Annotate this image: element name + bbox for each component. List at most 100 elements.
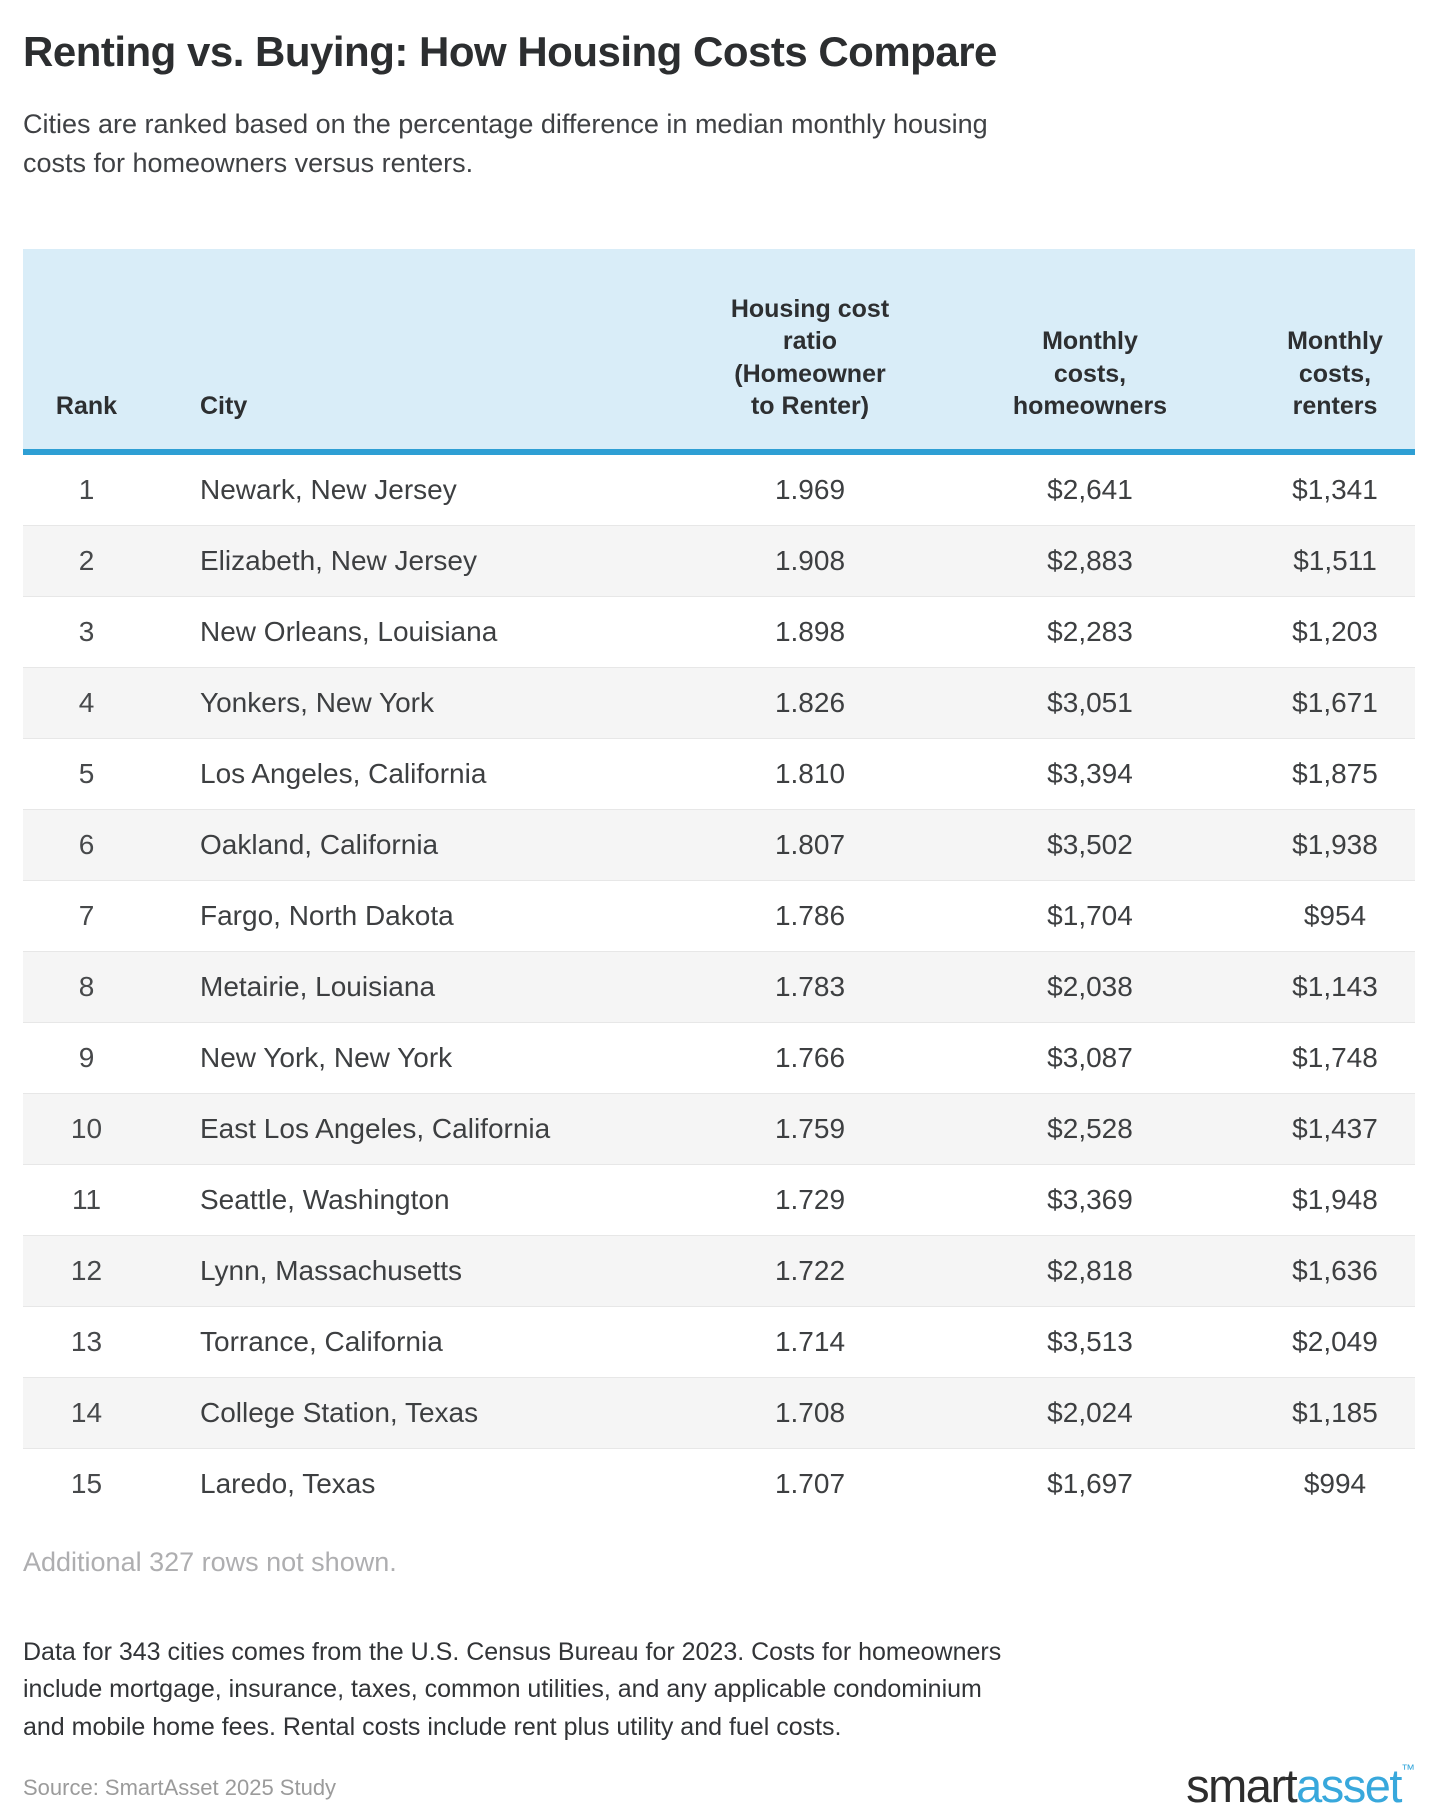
city-cell: Elizabeth, New Jersey xyxy=(200,544,478,576)
table-row: 13 Torrance, California 1.714 $3,513 $2,… xyxy=(23,1306,1415,1377)
page-title: Renting vs. Buying: How Housing Costs Co… xyxy=(23,28,997,75)
ratio-cell: 1.826 xyxy=(774,686,846,718)
rank-cell: 9 xyxy=(78,1041,95,1073)
rank-cell: 13 xyxy=(70,1325,103,1357)
ratio-cell: 1.969 xyxy=(774,473,846,505)
rank-cell: 6 xyxy=(78,828,95,860)
table-row: 9 New York, New York 1.766 $3,087 $1,748 xyxy=(23,1022,1415,1093)
renters-cost-cell: $1,203 xyxy=(1292,615,1378,647)
homeowners-cost-cell: $1,704 xyxy=(1047,899,1133,931)
table-row: 5 Los Angeles, California 1.810 $3,394 $… xyxy=(23,738,1415,809)
homeowners-cost-cell: $3,502 xyxy=(1047,828,1133,860)
column-header-city: City xyxy=(150,248,695,455)
homeowners-cost-cell: $2,038 xyxy=(1047,970,1133,1002)
ratio-cell: 1.786 xyxy=(774,899,846,931)
rank-cell: 1 xyxy=(78,473,95,505)
renters-cost-cell: $1,185 xyxy=(1292,1396,1378,1428)
column-header-renters: Monthly costs, renters xyxy=(1255,248,1415,455)
ratio-cell: 1.807 xyxy=(774,828,846,860)
column-header-rank: Rank xyxy=(23,248,150,455)
table-row: 14 College Station, Texas 1.708 $2,024 $… xyxy=(23,1377,1415,1449)
homeowners-cost-cell: $3,394 xyxy=(1047,757,1133,789)
table-row: 8 Metairie, Louisiana 1.783 $2,038 $1,14… xyxy=(23,951,1415,1023)
rank-cell: 3 xyxy=(78,615,95,647)
page-subtitle: Cities are ranked based on the percentag… xyxy=(23,108,988,178)
ratio-cell: 1.783 xyxy=(774,970,846,1002)
renters-cost-cell: $1,511 xyxy=(1293,544,1377,576)
homeowners-cost-cell: $3,051 xyxy=(1047,686,1133,718)
source-attribution: Source: SmartAsset 2025 Study xyxy=(23,1775,337,1801)
ratio-cell: 1.708 xyxy=(774,1396,846,1428)
city-cell: Lynn, Massachusetts xyxy=(200,1254,462,1286)
city-cell: Torrance, California xyxy=(200,1325,443,1357)
table-row: 10 East Los Angeles, California 1.759 $2… xyxy=(23,1093,1415,1165)
rank-cell: 14 xyxy=(70,1396,103,1428)
ratio-cell: 1.722 xyxy=(774,1254,846,1286)
homeowners-cost-cell: $2,641 xyxy=(1047,473,1133,505)
homeowners-cost-cell: $3,369 xyxy=(1047,1183,1133,1215)
renters-cost-cell: $1,437 xyxy=(1292,1112,1378,1144)
logo-smart-text: smart xyxy=(1186,1759,1298,1812)
table-row: 11 Seattle, Washington 1.729 $3,369 $1,9… xyxy=(23,1164,1415,1235)
page-footer: Source: SmartAsset 2025 Study smartasset… xyxy=(23,1762,1415,1809)
table-row: 6 Oakland, California 1.807 $3,502 $1,93… xyxy=(23,809,1415,881)
homeowners-cost-cell: $2,528 xyxy=(1047,1112,1133,1144)
logo-asset-text: asset xyxy=(1296,1759,1402,1812)
city-cell: East Los Angeles, California xyxy=(200,1112,551,1144)
city-cell: New Orleans, Louisiana xyxy=(200,615,498,647)
ratio-cell: 1.810 xyxy=(774,757,846,789)
homeowners-cost-cell: $3,087 xyxy=(1047,1041,1133,1073)
column-header-ratio: Housing cost ratio (Homeowner to Renter) xyxy=(695,248,925,455)
rank-cell: 10 xyxy=(70,1112,103,1144)
table-row: 3 New Orleans, Louisiana 1.898 $2,283 $1… xyxy=(23,596,1415,667)
renters-cost-cell: $1,143 xyxy=(1292,970,1378,1002)
city-cell: Laredo, Texas xyxy=(200,1467,376,1499)
renters-cost-cell: $1,671 xyxy=(1292,686,1378,718)
table-body: 1 Newark, New Jersey 1.969 $2,641 $1,341… xyxy=(23,452,1415,1519)
additional-rows-note: Additional 327 rows not shown. xyxy=(23,1546,397,1577)
homeowners-cost-cell: $2,024 xyxy=(1047,1396,1133,1428)
rank-cell: 5 xyxy=(78,757,95,789)
trademark-symbol: ™ xyxy=(1401,1761,1415,1778)
table-row: 12 Lynn, Massachusetts 1.722 $2,818 $1,6… xyxy=(23,1235,1415,1307)
rank-cell: 4 xyxy=(78,686,95,718)
table-row: 2 Elizabeth, New Jersey 1.908 $2,883 $1,… xyxy=(23,525,1415,597)
rank-cell: 7 xyxy=(78,899,95,931)
renters-cost-cell: $1,875 xyxy=(1292,757,1378,789)
ratio-cell: 1.766 xyxy=(774,1041,846,1073)
column-header-homeowners: Monthly costs, homeowners xyxy=(925,248,1255,455)
table-header: Rank City Housing cost ratio (Homeowner … xyxy=(23,248,1415,455)
ratio-cell: 1.714 xyxy=(774,1325,846,1357)
city-cell: Oakland, California xyxy=(200,828,439,860)
rank-cell: 12 xyxy=(70,1254,103,1286)
homeowners-cost-cell: $2,818 xyxy=(1047,1254,1133,1286)
city-cell: Newark, New Jersey xyxy=(200,473,457,505)
ratio-cell: 1.729 xyxy=(774,1183,846,1215)
renters-cost-cell: $1,938 xyxy=(1292,828,1378,860)
table-row: 7 Fargo, North Dakota 1.786 $1,704 $954 xyxy=(23,880,1415,951)
homeowners-cost-cell: $3,513 xyxy=(1047,1325,1133,1357)
ratio-cell: 1.707 xyxy=(774,1467,846,1499)
ratio-cell: 1.759 xyxy=(774,1112,846,1144)
city-cell: Yonkers, New York xyxy=(200,686,434,718)
city-cell: Los Angeles, California xyxy=(200,757,487,789)
renters-cost-cell: $994 xyxy=(1303,1467,1367,1499)
city-cell: Fargo, North Dakota xyxy=(200,899,454,931)
table-header-row: Rank City Housing cost ratio (Homeowner … xyxy=(23,248,1415,455)
table-row: 1 Newark, New Jersey 1.969 $2,641 $1,341 xyxy=(23,452,1415,526)
rank-cell: 11 xyxy=(71,1183,102,1215)
homeowners-cost-cell: $2,883 xyxy=(1047,544,1133,576)
ratio-cell: 1.908 xyxy=(774,544,846,576)
methodology-note: Data for 343 cities comes from the U.S. … xyxy=(23,1637,1002,1741)
city-cell: College Station, Texas xyxy=(200,1396,479,1428)
table-row: 4 Yonkers, New York 1.826 $3,051 $1,671 xyxy=(23,667,1415,739)
renters-cost-cell: $1,636 xyxy=(1292,1254,1378,1286)
renters-cost-cell: $1,748 xyxy=(1292,1041,1378,1073)
city-cell: New York, New York xyxy=(200,1041,453,1073)
table-row: 15 Laredo, Texas 1.707 $1,697 $994 xyxy=(23,1448,1415,1519)
city-cell: Metairie, Louisiana xyxy=(200,970,436,1002)
rank-cell: 8 xyxy=(78,970,95,1002)
homeowners-cost-cell: $1,697 xyxy=(1047,1467,1133,1499)
city-cell: Seattle, Washington xyxy=(200,1183,450,1215)
rank-cell: 15 xyxy=(70,1467,103,1499)
